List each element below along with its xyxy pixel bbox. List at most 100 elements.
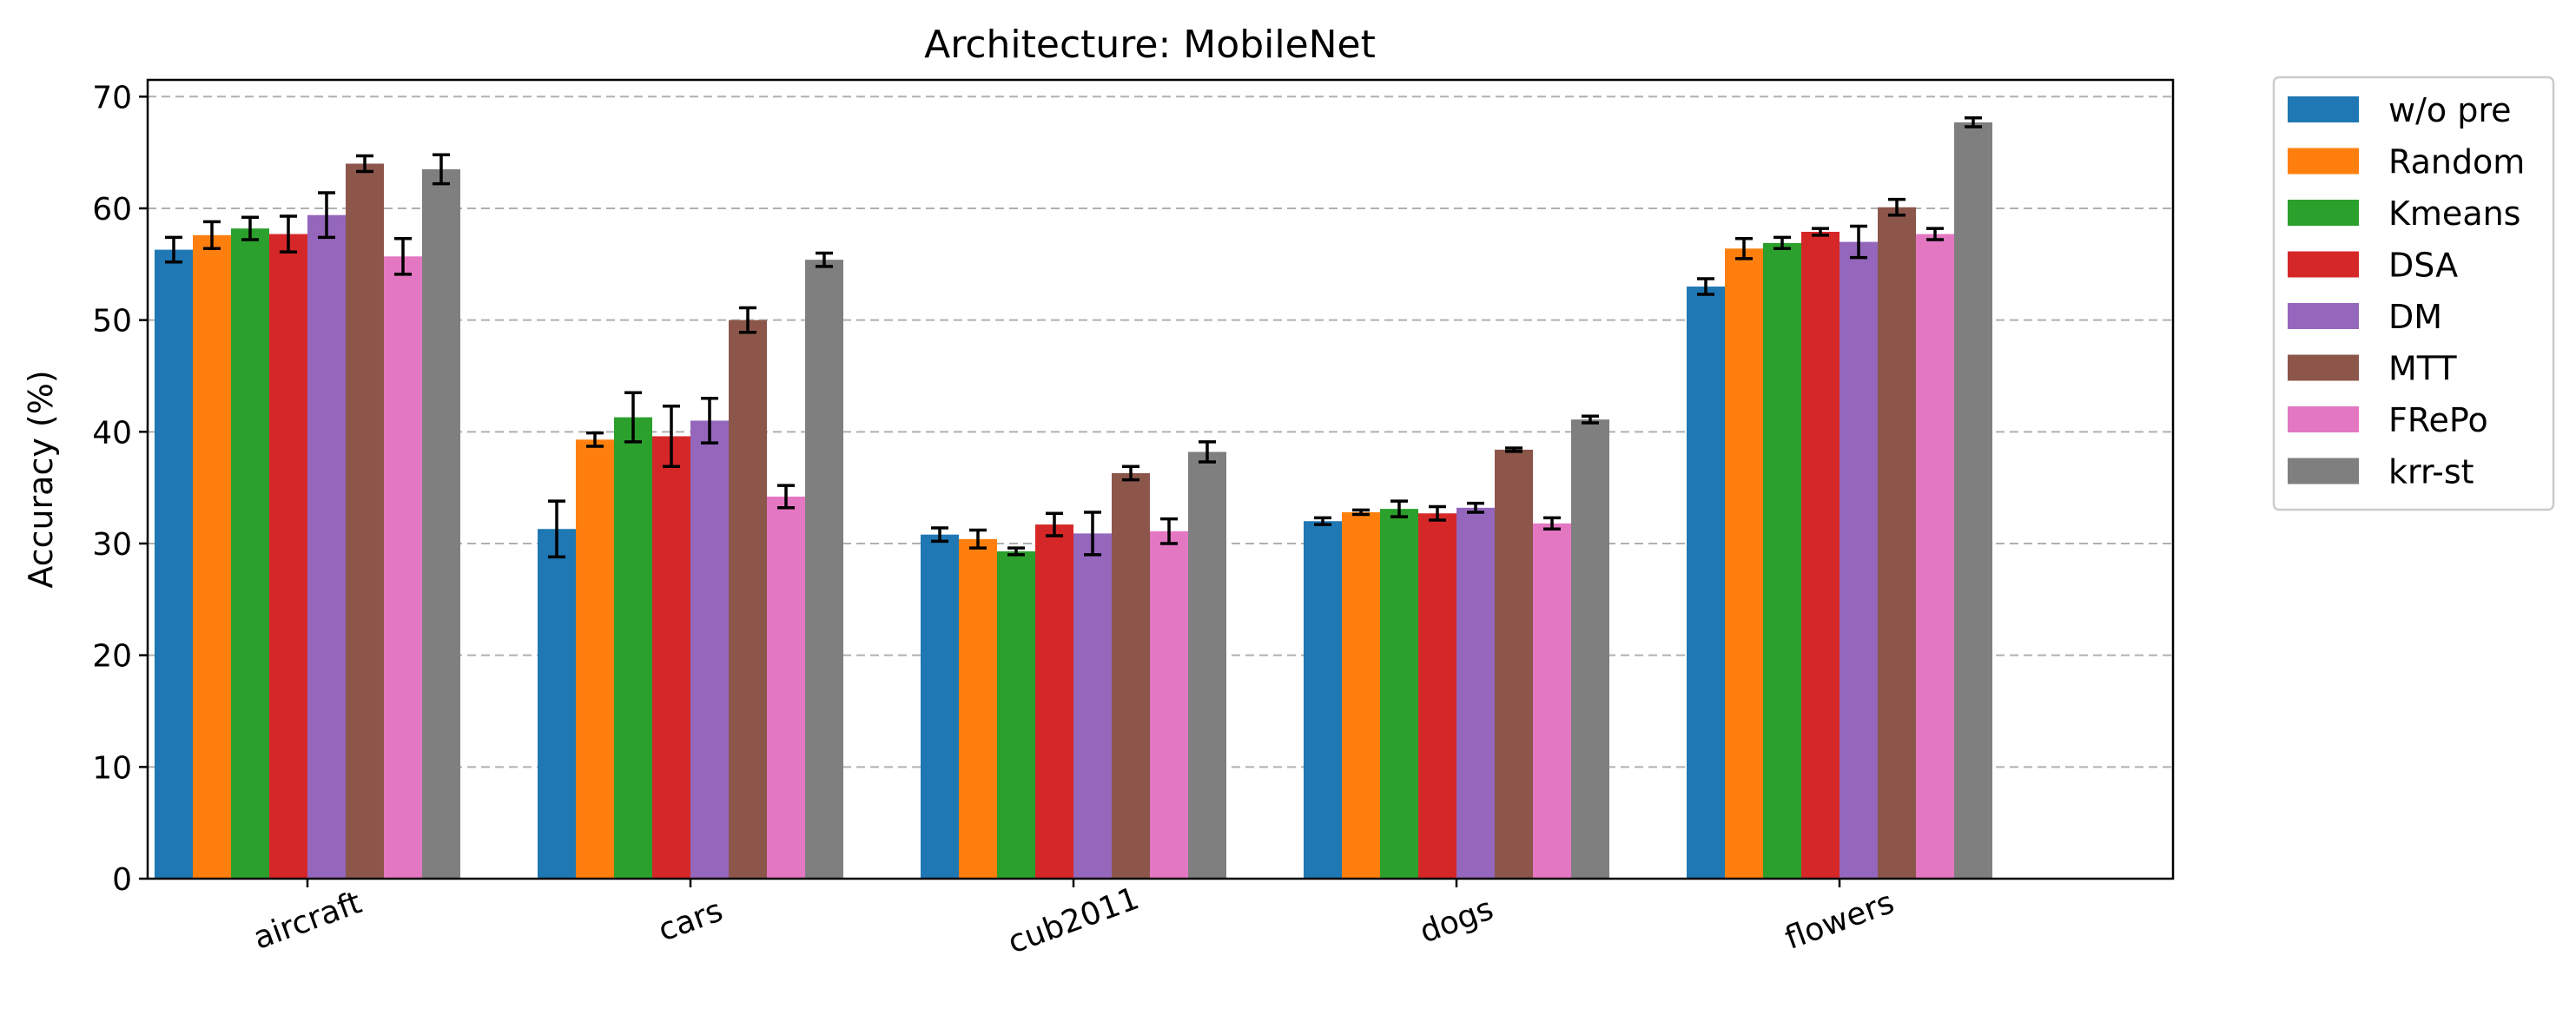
- bar: [614, 417, 652, 879]
- error-bar: [624, 391, 642, 444]
- x-tick-label: dogs: [1416, 891, 1498, 950]
- bar: [805, 260, 843, 879]
- error-bar: [1390, 499, 1408, 518]
- error-bar: [1199, 440, 1216, 464]
- error-bar: [1084, 511, 1101, 557]
- y-axis-label: Accuracy (%): [22, 370, 60, 588]
- error-bar: [1965, 115, 1982, 129]
- legend-entry: w/o pre: [2288, 91, 2512, 129]
- error-bar: [739, 306, 756, 334]
- bar: [690, 420, 729, 880]
- error-bar: [433, 153, 450, 186]
- bars: [155, 122, 1992, 880]
- legend-swatch: [2288, 303, 2359, 329]
- y-tick-label: 50: [92, 304, 132, 339]
- bar: [346, 163, 384, 880]
- y-axis: 0 10 20 30 40 50 60 70: [92, 80, 148, 898]
- bar: [269, 234, 307, 880]
- error-bar: [1735, 236, 1753, 260]
- x-tick-label: cub2011: [1003, 880, 1144, 960]
- legend-swatch: [2288, 354, 2359, 381]
- bar: [1533, 523, 1571, 879]
- error-bar: [203, 220, 221, 251]
- error-bar: [777, 484, 795, 510]
- y-tick-label: 20: [92, 639, 132, 675]
- bar: [1763, 242, 1801, 880]
- bar: [1418, 513, 1456, 879]
- legend-label: krr-st: [2388, 453, 2474, 491]
- bar: [231, 228, 269, 879]
- bar: [1687, 287, 1725, 879]
- bar: [1954, 122, 1992, 879]
- error-bar: [548, 499, 565, 559]
- x-tick-label: cars: [654, 893, 728, 948]
- error-bar: [1429, 504, 1446, 522]
- bar: [997, 550, 1035, 879]
- legend-swatch: [2288, 96, 2359, 122]
- x-tick-label: flowers: [1780, 885, 1899, 957]
- error-bar: [931, 526, 948, 544]
- error-bar: [1122, 465, 1139, 482]
- error-bar: [1543, 516, 1561, 531]
- bar: [193, 234, 231, 879]
- bar: [1495, 449, 1533, 879]
- legend-swatch: [2288, 406, 2359, 432]
- error-bar: [318, 191, 335, 240]
- y-tick-label: 70: [92, 80, 132, 115]
- legend-entry: FRePo: [2288, 401, 2488, 439]
- bar: [1571, 419, 1609, 879]
- legend-entry: Kmeans: [2288, 194, 2520, 233]
- bar: [1342, 511, 1380, 879]
- bar: [1112, 472, 1150, 879]
- error-bar: [969, 528, 987, 550]
- plot-frame: [146, 78, 2175, 880]
- bar: [576, 439, 614, 879]
- x-tick-label: aircraft: [249, 885, 367, 957]
- bar: [384, 256, 422, 880]
- y-tick-label: 60: [92, 192, 132, 227]
- legend-entry: Random: [2288, 143, 2525, 181]
- bar: [652, 436, 690, 879]
- bar: [1073, 533, 1112, 879]
- bar: [1916, 234, 1954, 880]
- chart-title: Architecture: MobileNet: [924, 23, 1376, 67]
- error-bar: [1505, 446, 1522, 453]
- error-bar: [1467, 501, 1484, 514]
- error-bar: [165, 235, 182, 264]
- y-tick-label: 40: [92, 415, 132, 451]
- legend-label: DM: [2388, 298, 2442, 336]
- error-bar: [1352, 508, 1370, 517]
- bar: [767, 496, 805, 879]
- bar: [422, 168, 460, 879]
- error-bars: [165, 115, 1982, 559]
- legend-swatch: [2288, 458, 2359, 484]
- error-bar: [1812, 227, 1829, 237]
- error-bar: [1007, 546, 1025, 557]
- legend-label: MTT: [2388, 350, 2457, 388]
- error-bar: [1888, 197, 1906, 217]
- bar: [1801, 231, 1840, 879]
- legend-label: Kmeans: [2388, 194, 2520, 233]
- legend-swatch: [2288, 200, 2359, 226]
- error-bar: [1773, 235, 1791, 251]
- legend: w/o pre Random Kmeans DSA DM MTT FRePo krr-st: [2272, 76, 2555, 511]
- bar: [155, 249, 193, 879]
- legend-entry: krr-st: [2288, 453, 2474, 491]
- bar: [1456, 507, 1495, 879]
- bar: [538, 529, 576, 879]
- bar: [1878, 207, 1916, 880]
- bar: [921, 534, 959, 879]
- error-bar: [356, 154, 373, 174]
- error-bar: [1850, 224, 1867, 260]
- bar: [1188, 451, 1226, 879]
- legend-entry: DSA: [2288, 247, 2458, 285]
- bar: [1035, 524, 1073, 879]
- error-bar: [586, 431, 604, 448]
- bar: [307, 214, 346, 879]
- error-bar: [280, 214, 297, 254]
- y-tick-label: 30: [92, 527, 132, 563]
- error-bar: [241, 215, 259, 241]
- error-bar: [1582, 414, 1599, 425]
- bar: [1725, 248, 1763, 879]
